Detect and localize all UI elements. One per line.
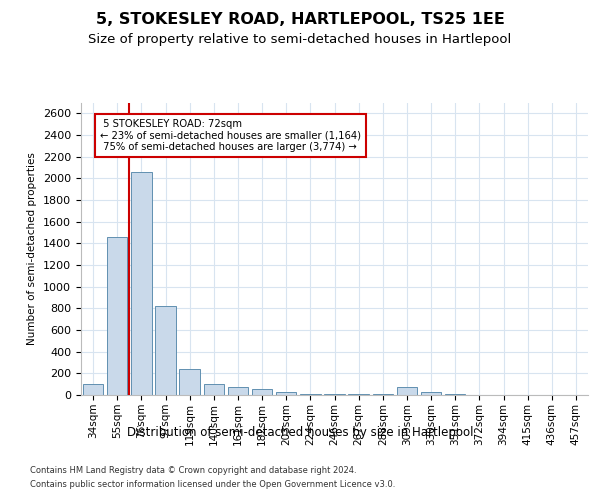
Bar (349, 394, 369, 395)
Bar (203, 384, 224, 395)
Bar (179, 369, 200, 395)
Bar (83, 384, 103, 395)
Bar (252, 389, 272, 395)
Text: Distribution of semi-detached houses by size in Hartlepool: Distribution of semi-detached houses by … (127, 426, 473, 439)
Bar (227, 387, 248, 395)
Bar (445, 394, 466, 395)
Text: Size of property relative to semi-detached houses in Hartlepool: Size of property relative to semi-detach… (88, 32, 512, 46)
Bar (421, 392, 442, 395)
Bar (373, 394, 393, 395)
Text: 5 STOKESLEY ROAD: 72sqm 
← 23% of semi-detached houses are smaller (1,164)
 75% : 5 STOKESLEY ROAD: 72sqm ← 23% of semi-de… (100, 120, 361, 152)
Bar (107, 237, 127, 395)
Bar (397, 387, 417, 395)
Y-axis label: Number of semi-detached properties: Number of semi-detached properties (28, 152, 37, 345)
Bar (300, 394, 320, 395)
Bar (155, 306, 176, 395)
Bar (324, 394, 345, 395)
Text: Contains public sector information licensed under the Open Government Licence v3: Contains public sector information licen… (30, 480, 395, 489)
Bar (276, 392, 296, 395)
Text: 5, STOKESLEY ROAD, HARTLEPOOL, TS25 1EE: 5, STOKESLEY ROAD, HARTLEPOOL, TS25 1EE (95, 12, 505, 28)
Bar (131, 172, 152, 395)
Text: Contains HM Land Registry data © Crown copyright and database right 2024.: Contains HM Land Registry data © Crown c… (30, 466, 356, 475)
